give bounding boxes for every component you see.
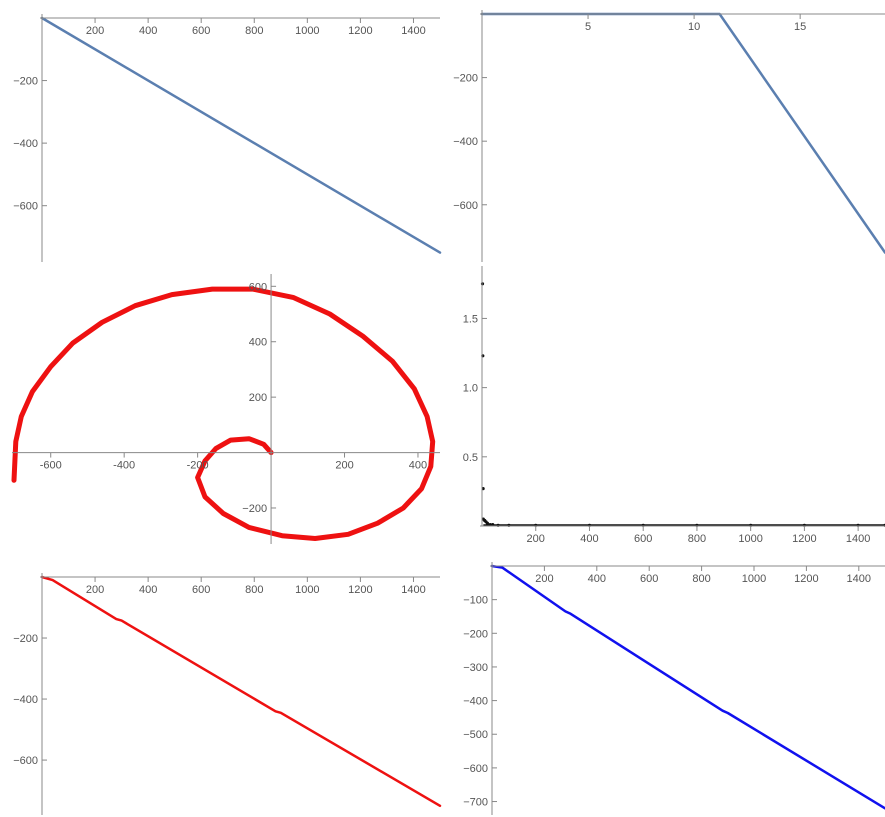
- y-tick-label: −200: [13, 633, 38, 645]
- x-tick-label: 1200: [792, 533, 816, 545]
- x-tick-label: 600: [640, 573, 658, 585]
- x-tick-label: 200: [86, 584, 104, 596]
- series-line: [492, 566, 885, 808]
- x-tick-label: 1000: [742, 573, 766, 585]
- series-line: [482, 14, 885, 253]
- chart-panel-3: -600 -400 -200 200 400 600 400 200 −200: [12, 274, 440, 544]
- x-tick-label: 1200: [794, 573, 818, 585]
- y-tick-label: −400: [13, 694, 38, 706]
- x-tick-label: 400: [139, 25, 157, 37]
- x-tick-label: 600: [192, 584, 210, 596]
- x-tick-label: 200: [335, 460, 353, 472]
- x-tick-label: -400: [113, 460, 135, 472]
- y-tick-label: −600: [13, 755, 38, 767]
- x-tick-label: 400: [588, 573, 606, 585]
- x-tick-label: 1400: [846, 533, 870, 545]
- x-tick-label: 600: [634, 533, 652, 545]
- x-tick-label: 600: [192, 25, 210, 37]
- series-line: [42, 18, 440, 253]
- chart-panel-5: 200 400 600 800 1000 1200 1400 −200 −400 −600: [13, 573, 440, 815]
- x-tick-label: 800: [688, 533, 706, 545]
- x-tick-label: 400: [580, 533, 598, 545]
- x-tick-label: 800: [692, 573, 710, 585]
- x-tick-label: 200: [86, 25, 104, 37]
- y-tick-label: −400: [13, 138, 38, 150]
- y-tick-label: −600: [453, 200, 478, 212]
- x-tick-label: 400: [139, 584, 157, 596]
- x-tick-label: 800: [245, 584, 263, 596]
- y-tick-label: 600: [249, 281, 267, 293]
- y-tick-label: −200: [13, 76, 38, 88]
- y-tick-label: 0.5: [463, 452, 478, 464]
- series-line: [42, 577, 440, 806]
- x-tick-label: 400: [409, 460, 427, 472]
- y-tick-label: −100: [463, 595, 488, 607]
- x-tick-label: 10: [688, 21, 700, 33]
- y-tick-label: 400: [249, 337, 267, 349]
- x-tick-label: 1200: [348, 25, 372, 37]
- chart-panel-1: 200 400 600 800 1000 1200 1400 −200 −400 −600: [13, 14, 440, 262]
- x-tick-label: 15: [794, 21, 806, 33]
- x-tick-label: -200: [187, 460, 209, 472]
- chart-panel-4: 200 400 600 800 1000 1200 1400 1.5 1.0 0.5: [463, 266, 885, 545]
- y-tick-label: −200: [242, 503, 267, 515]
- y-tick-label: −400: [463, 696, 488, 708]
- y-tick-label: −500: [463, 729, 488, 741]
- x-tick-label: 1000: [295, 25, 319, 37]
- x-tick-label: -600: [40, 460, 62, 472]
- y-tick-label: −400: [453, 136, 478, 148]
- x-tick-label: 1400: [401, 25, 425, 37]
- x-tick-label: 1000: [738, 533, 762, 545]
- series-line: [14, 289, 433, 538]
- y-tick-label: −600: [463, 763, 488, 775]
- chart-panel-6: 200 400 600 800 1000 1200 1400 −100 −200 −300 −400…: [463, 562, 885, 815]
- y-tick-label: −200: [453, 73, 478, 85]
- y-tick-label: −300: [463, 662, 488, 674]
- x-tick-label: 1400: [847, 573, 871, 585]
- x-tick-label: 1400: [401, 584, 425, 596]
- x-tick-label: 1200: [348, 584, 372, 596]
- y-tick-label: 1.0: [463, 383, 478, 395]
- x-tick-label: 5: [585, 21, 591, 33]
- x-tick-label: 200: [535, 573, 553, 585]
- y-tick-label: 1.5: [463, 313, 478, 325]
- y-tick-label: 200: [249, 392, 267, 404]
- x-tick-label: 800: [245, 25, 263, 37]
- y-tick-label: −700: [463, 797, 488, 809]
- x-tick-label: 1000: [295, 584, 319, 596]
- y-tick-label: −600: [13, 201, 38, 213]
- chart-panel-2: 5 10 15 −200 −400 −600: [453, 10, 885, 262]
- x-tick-label: 200: [527, 533, 545, 545]
- y-tick-label: −200: [463, 628, 488, 640]
